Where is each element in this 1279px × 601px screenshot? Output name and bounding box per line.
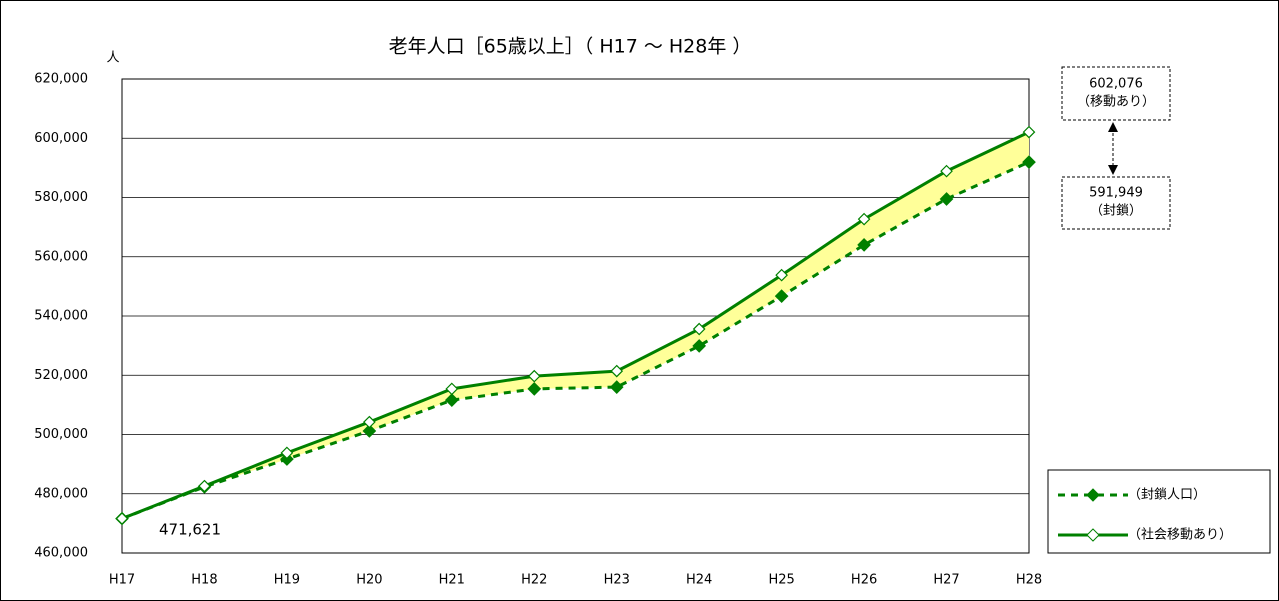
y-tick-label: 620,000 (34, 72, 88, 87)
data-label: 602,076 (1089, 77, 1143, 92)
marker (774, 289, 789, 303)
marker (280, 446, 294, 460)
x-tick-label: H23 (604, 573, 630, 588)
callout-box (1061, 176, 1171, 230)
marker (857, 212, 871, 226)
marker (1022, 155, 1036, 169)
y-tick-label: 500,000 (34, 427, 88, 442)
data-label: 471,621 (159, 521, 221, 539)
arrow-head (1108, 122, 1118, 132)
x-tick-label: H17 (109, 573, 135, 588)
x-tick-label: H18 (191, 573, 217, 588)
x-tick-label: H19 (274, 573, 300, 588)
marker (445, 382, 459, 396)
legend-label: （社会移動あり） (1128, 527, 1232, 543)
x-tick-label: H22 (521, 573, 547, 588)
x-tick-label: H26 (851, 573, 877, 588)
y-tick-label: 520,000 (34, 368, 88, 383)
marker (1022, 125, 1036, 139)
annotation: （移動あり） (1077, 95, 1155, 110)
x-tick-label: H27 (933, 573, 959, 588)
marker (115, 512, 129, 525)
y-tick-label: 460,000 (34, 546, 88, 561)
marker (692, 339, 707, 353)
series-line (121, 130, 1030, 520)
y-axis-label: 人 (106, 51, 119, 66)
marker (775, 268, 788, 282)
y-tick-label: 560,000 (34, 249, 88, 264)
marker (527, 369, 541, 383)
marker (940, 164, 953, 178)
marker (444, 393, 459, 407)
marker (857, 238, 871, 252)
marker (609, 380, 624, 394)
y-tick-label: 580,000 (34, 190, 88, 205)
chart-title: 老年人口［65歳以上］（ H17 ～ H28年 ） (389, 36, 752, 58)
marker (363, 415, 376, 429)
x-tick-label: H24 (686, 573, 712, 588)
marker (527, 382, 542, 396)
marker (198, 479, 211, 493)
legend-marker (1086, 488, 1100, 502)
y-tick-label: 600,000 (34, 131, 88, 146)
legend-marker (1086, 528, 1100, 542)
arrow-head (1108, 165, 1118, 175)
x-tick-label: H25 (768, 573, 794, 588)
legend-box (1047, 469, 1271, 554)
marker (939, 192, 954, 206)
callout-box (1061, 66, 1171, 121)
legend-label: （封鎖人口） (1128, 487, 1206, 503)
x-tick-label: H21 (439, 573, 465, 588)
x-tick-label: H28 (1016, 573, 1042, 588)
y-tick-label: 480,000 (34, 486, 88, 501)
x-tick-label: H20 (356, 573, 382, 588)
marker (610, 364, 624, 378)
marker (362, 424, 377, 438)
data-label: 591,949 (1089, 186, 1143, 201)
marker (692, 322, 706, 336)
series-line (121, 160, 1030, 520)
y-tick-label: 540,000 (34, 309, 88, 324)
annotation: （封鎖） (1090, 203, 1142, 219)
